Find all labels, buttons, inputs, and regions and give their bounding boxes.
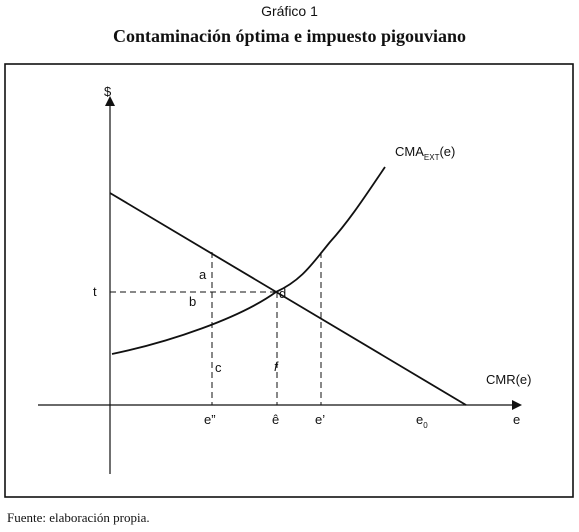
x-axis-label: e — [513, 412, 520, 427]
y-axis-label: $ — [104, 84, 112, 99]
figure-caption: Gráfico 1 — [261, 3, 318, 19]
cmr-curve — [109, 192, 467, 406]
point-f-label: f — [274, 359, 279, 374]
source-note: Fuente: elaboración propia. — [7, 510, 150, 525]
cma-ext-label: CMAEXT(e) — [395, 144, 455, 162]
point-a-label: a — [199, 267, 207, 282]
e-hat-label: ê — [272, 412, 279, 427]
e0-label-main: e — [416, 412, 423, 427]
cma-ext-curve — [111, 166, 386, 355]
point-d-label: d — [279, 286, 286, 301]
diagram-frame — [4, 63, 574, 498]
cmr-label: CMR(e) — [486, 372, 532, 387]
point-b-label: b — [189, 294, 196, 309]
cma-label-argument: (e) — [439, 144, 455, 159]
cma-label-subscript: EXT — [424, 153, 440, 162]
e-double-prime-label: e” — [204, 412, 216, 427]
t-label: t — [93, 284, 97, 299]
cma-label-main: CMA — [395, 144, 424, 159]
e-prime-label: e’ — [315, 412, 325, 427]
point-c-label: c — [215, 360, 222, 375]
figure-title: Contaminación óptima e impuesto pigouvia… — [112, 26, 467, 46]
e0-label-subscript: 0 — [423, 421, 428, 430]
e0-label: e0 — [416, 412, 428, 430]
